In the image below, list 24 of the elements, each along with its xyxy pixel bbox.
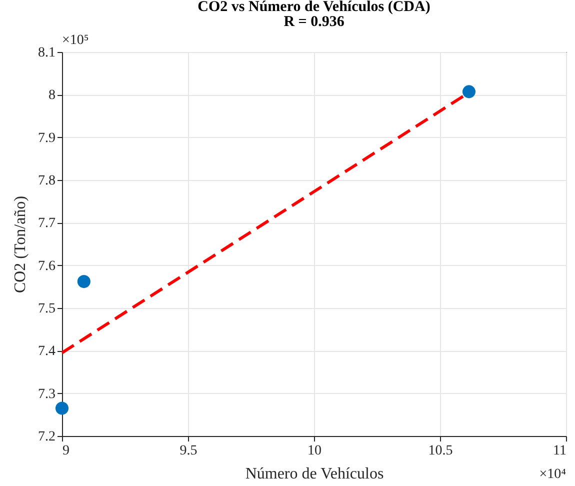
- x-tick-label: 9: [62, 444, 70, 458]
- x-tick-label: 9.5: [180, 444, 198, 458]
- x-tick-label: 10.5: [428, 444, 453, 458]
- y-tick-label: 7.7: [38, 216, 56, 232]
- y-axis-title: CO2 (Ton/año): [12, 196, 29, 294]
- x-tick-label: 11: [553, 444, 566, 458]
- y-tick-label: 7.4: [38, 344, 56, 360]
- y-tick-label: 8.1: [38, 46, 56, 60]
- x-tick-label: 10: [308, 444, 322, 458]
- x-axis-title: Número de Vehículos: [245, 466, 384, 482]
- y-tick-label: 7.3: [38, 386, 56, 402]
- y-tick-label: 7.8: [38, 174, 56, 188]
- y-tick-label: 7.6: [38, 258, 56, 274]
- text: ×10⁵: [62, 33, 89, 48]
- point: [55, 402, 69, 415]
- y-tick-label: 7.9: [38, 130, 56, 146]
- chart-title: CO2 vs Número de Vehículos (CDA): [198, 0, 430, 15]
- y-tick-label: 7.5: [38, 302, 56, 316]
- text: ×10⁴: [539, 467, 566, 482]
- point: [77, 275, 90, 288]
- point: [462, 85, 476, 98]
- chart-subtitle: R = 0.936: [284, 14, 345, 30]
- y-tick-label: 8: [48, 88, 56, 104]
- y-tick-label: 7.2: [38, 430, 56, 444]
